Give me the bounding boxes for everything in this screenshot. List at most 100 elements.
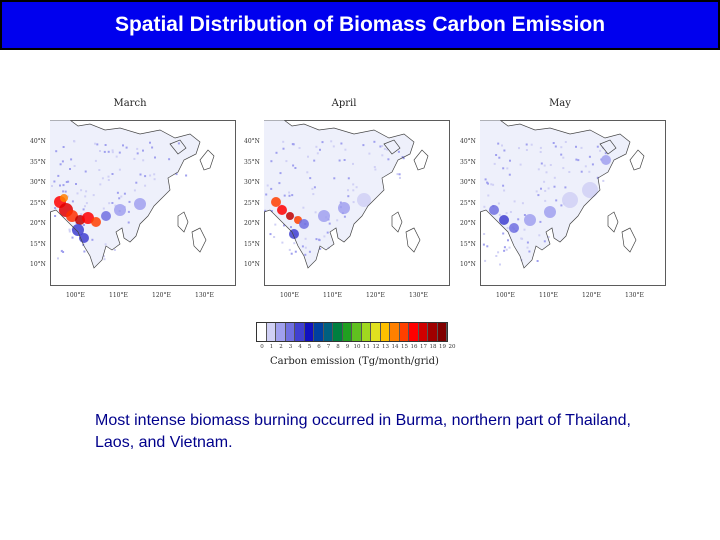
emission-cell	[336, 219, 339, 222]
longitude-label: 130°E	[195, 292, 214, 299]
emission-cell	[338, 159, 341, 162]
emission-cell	[602, 179, 605, 182]
emission-cell	[552, 142, 555, 144]
emission-cell	[508, 173, 511, 176]
emission-cell	[323, 235, 326, 238]
emission-cell	[502, 167, 505, 170]
emission-cell	[62, 251, 65, 253]
emission-cell	[307, 155, 309, 158]
emission-cell	[503, 246, 506, 249]
emission-cell	[293, 242, 296, 245]
latitude-label: 10°N	[30, 261, 46, 268]
map-canvas	[480, 120, 666, 286]
emission-cell	[57, 174, 60, 177]
emission-cell	[509, 211, 512, 213]
emission-cell	[497, 251, 500, 254]
emission-cell	[560, 146, 563, 149]
emission-cell	[288, 191, 291, 194]
slide-caption: Most intense biomass burning occurred in…	[95, 412, 631, 451]
legend-tick-label: 14	[391, 344, 399, 350]
legend-swatch	[399, 323, 409, 341]
longitude-label: 130°E	[409, 292, 428, 299]
island-outline	[191, 227, 207, 253]
emission-hotspot	[72, 224, 84, 236]
emission-cell	[294, 250, 297, 253]
emission-cell	[127, 221, 130, 224]
emission-cell	[543, 240, 546, 243]
legend-caption: Carbon emission (Tg/month/grid)	[270, 356, 439, 367]
emission-cell	[536, 260, 539, 262]
emission-cell	[85, 202, 88, 205]
emission-cell	[332, 145, 335, 148]
legend-swatch	[361, 323, 371, 341]
legend-swatch	[257, 323, 267, 341]
emission-cell	[526, 241, 529, 244]
emission-cell	[588, 170, 591, 173]
island-outline	[405, 227, 421, 253]
emission-cell	[151, 146, 154, 149]
longitude-label: 120°E	[582, 292, 601, 299]
legend-tick-label: 18	[429, 344, 437, 350]
latitude-label: 30°N	[460, 179, 476, 186]
emission-cell	[580, 146, 583, 149]
emission-cell	[291, 194, 294, 197]
island-outline	[599, 139, 617, 155]
emission-cell	[54, 215, 57, 217]
coastline	[50, 120, 201, 269]
emission-cell	[64, 190, 67, 193]
emission-cell	[580, 170, 583, 173]
legend-swatch	[285, 323, 295, 341]
emission-cell	[123, 192, 126, 195]
legend-swatch	[333, 323, 343, 341]
emission-cell	[487, 194, 490, 197]
longitude-label: 110°E	[539, 292, 558, 299]
legend-swatch	[266, 323, 276, 341]
emission-cell	[304, 237, 307, 240]
emission-cell	[343, 159, 346, 161]
legend-tick-label: 15	[401, 344, 408, 350]
emission-cell	[525, 149, 528, 151]
map-panel-march: March 40°N 35°N 30°N 25°N 20°N 15°N 10°N 100°E 11…	[30, 98, 236, 308]
emission-cell	[96, 143, 99, 146]
emission-cell	[94, 159, 97, 162]
emission-cell	[285, 160, 288, 163]
emission-cell	[281, 241, 284, 244]
longitude-label: 110°E	[109, 292, 128, 299]
emission-cell	[577, 159, 580, 162]
emission-cell	[502, 232, 505, 235]
emission-cell	[75, 183, 77, 185]
island-outline	[177, 211, 189, 233]
legend-swatch	[409, 323, 419, 341]
emission-cell	[94, 142, 97, 145]
emission-cell	[107, 179, 110, 181]
emission-cell	[352, 201, 355, 204]
emission-cell	[57, 257, 59, 260]
emission-cell	[288, 194, 291, 197]
emission-cell	[498, 213, 501, 216]
legend-swatch	[295, 323, 305, 341]
emission-cell	[312, 193, 315, 196]
emission-cell	[523, 214, 526, 216]
emission-hotspot	[114, 204, 126, 216]
emission-cell	[326, 231, 329, 234]
emission-cell	[553, 185, 556, 188]
emission-cell	[302, 206, 305, 209]
legend-swatch	[314, 323, 324, 341]
slide-title: Spatial Distribution of Biomass Carbon E…	[114, 13, 606, 36]
emission-cell	[547, 236, 550, 238]
emission-cell	[562, 156, 565, 159]
emission-cell	[484, 259, 487, 262]
emission-hotspot	[509, 223, 519, 233]
emission-cell	[575, 145, 577, 148]
legend-swatch	[380, 323, 390, 341]
emission-hotspot	[271, 197, 281, 207]
emission-cell	[111, 149, 114, 152]
legend-color-bar	[256, 322, 448, 342]
island-outline	[169, 139, 187, 155]
emission-hotspot	[499, 215, 509, 225]
legend-tick-label: 11	[363, 344, 370, 350]
emission-cell	[506, 167, 509, 170]
emission-cell	[397, 150, 400, 153]
latitude-label: 25°N	[460, 199, 476, 207]
latitude-label: 30°N	[244, 179, 260, 186]
